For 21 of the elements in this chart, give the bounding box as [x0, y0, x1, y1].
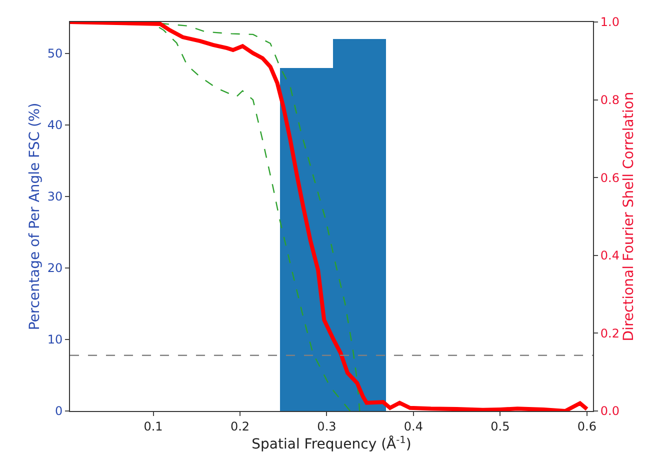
y-tick-label: 0 — [54, 404, 63, 418]
y2-tick-label: 0.2 — [600, 326, 620, 340]
y2-tick-label: 0.4 — [600, 248, 620, 263]
y-axis-title: Percentage of Per Angle FSC (%) — [26, 102, 43, 330]
y-tick-label: 40 — [47, 118, 63, 132]
y-tick-label: 50 — [47, 46, 63, 61]
y2-tick-label: 1.0 — [600, 15, 620, 30]
x-tick-label: 0.6 — [577, 419, 596, 434]
y2-axis-title: Directional Fourier Shell Correlation — [620, 92, 637, 342]
y2-tick-label: 0.0 — [600, 404, 620, 418]
x-tick-label: 0.2 — [230, 419, 250, 434]
x-tick-label: 0.4 — [404, 419, 424, 434]
y-tick-label: 10 — [47, 332, 63, 347]
y-tick-label: 20 — [47, 261, 63, 276]
x-tick-label: 0.5 — [490, 419, 510, 434]
y-tick-label: 30 — [47, 190, 63, 204]
x-axis-title: Spatial Frequency (Å$^{-1}$) — [252, 434, 412, 453]
y2-tick-label: 0.6 — [600, 170, 620, 185]
y2-tick-label: 0.8 — [600, 93, 620, 107]
x-tick-label: 0.3 — [317, 419, 336, 434]
x-tick-label: 0.1 — [144, 419, 163, 434]
